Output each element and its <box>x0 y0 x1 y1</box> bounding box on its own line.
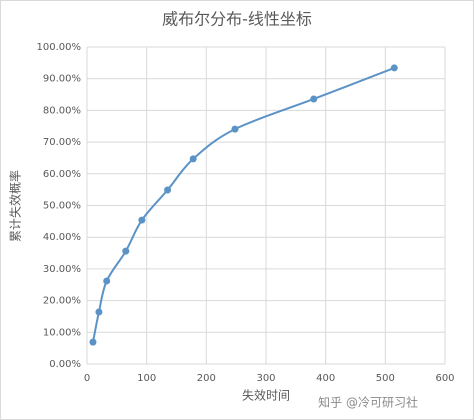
y-tick-label: 20.00% <box>43 296 81 307</box>
y-tick-label: 70.00% <box>43 137 81 148</box>
data-point <box>189 155 197 163</box>
data-point <box>138 216 146 224</box>
y-axis-label: 累计失效概率 <box>8 170 23 242</box>
x-tick-label: 200 <box>197 373 216 384</box>
chart-title: 威布尔分布-线性坐标 <box>162 10 312 29</box>
data-point <box>231 125 239 133</box>
data-point <box>103 277 111 285</box>
data-point <box>95 308 103 316</box>
x-tick-label: 500 <box>376 373 395 384</box>
x-tick-label: 300 <box>256 373 275 384</box>
watermark: 知乎 @冷可研习社 <box>318 395 418 410</box>
y-tick-label: 100.00% <box>37 42 82 53</box>
x-tick-label: 600 <box>435 373 454 384</box>
y-tick-label: 90.00% <box>43 74 81 85</box>
data-point <box>310 95 318 103</box>
data-point <box>122 247 130 255</box>
x-tick-label: 400 <box>316 373 335 384</box>
y-tick-label: 60.00% <box>43 169 81 180</box>
y-tick-label: 30.00% <box>43 264 81 275</box>
x-tick-label: 0 <box>84 373 90 384</box>
y-tick-label: 10.00% <box>43 327 81 338</box>
data-point <box>164 186 172 194</box>
y-tick-label: 50.00% <box>43 201 81 212</box>
y-tick-label: 0.00% <box>49 359 81 370</box>
x-tick-label: 100 <box>137 373 156 384</box>
data-point <box>89 338 97 346</box>
y-tick-label: 40.00% <box>43 232 81 243</box>
x-axis-label: 失效时间 <box>242 388 290 403</box>
y-tick-label: 80.00% <box>43 105 81 116</box>
series-line <box>91 66 395 343</box>
data-point <box>390 64 398 72</box>
